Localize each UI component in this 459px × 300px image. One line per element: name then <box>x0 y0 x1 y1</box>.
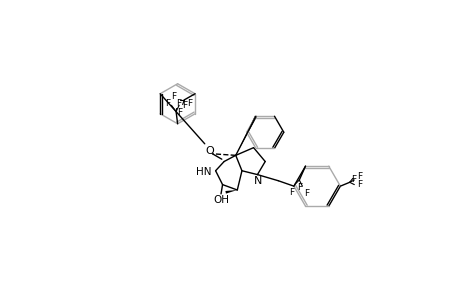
Text: F: F <box>181 101 186 110</box>
Text: F: F <box>171 92 176 101</box>
Text: F: F <box>186 99 192 108</box>
Text: OH: OH <box>213 195 229 206</box>
Polygon shape <box>235 116 257 155</box>
Polygon shape <box>225 190 237 194</box>
Text: F: F <box>357 180 362 189</box>
Text: F: F <box>164 99 169 108</box>
Text: O: O <box>205 146 213 157</box>
Text: N: N <box>253 176 262 186</box>
Text: F: F <box>176 99 181 108</box>
Text: HN: HN <box>196 167 211 176</box>
Text: F: F <box>351 176 356 184</box>
Text: F: F <box>357 172 362 182</box>
Text: F: F <box>177 108 182 117</box>
Text: F: F <box>296 183 301 192</box>
Text: F: F <box>288 188 293 197</box>
Text: F: F <box>304 189 309 198</box>
